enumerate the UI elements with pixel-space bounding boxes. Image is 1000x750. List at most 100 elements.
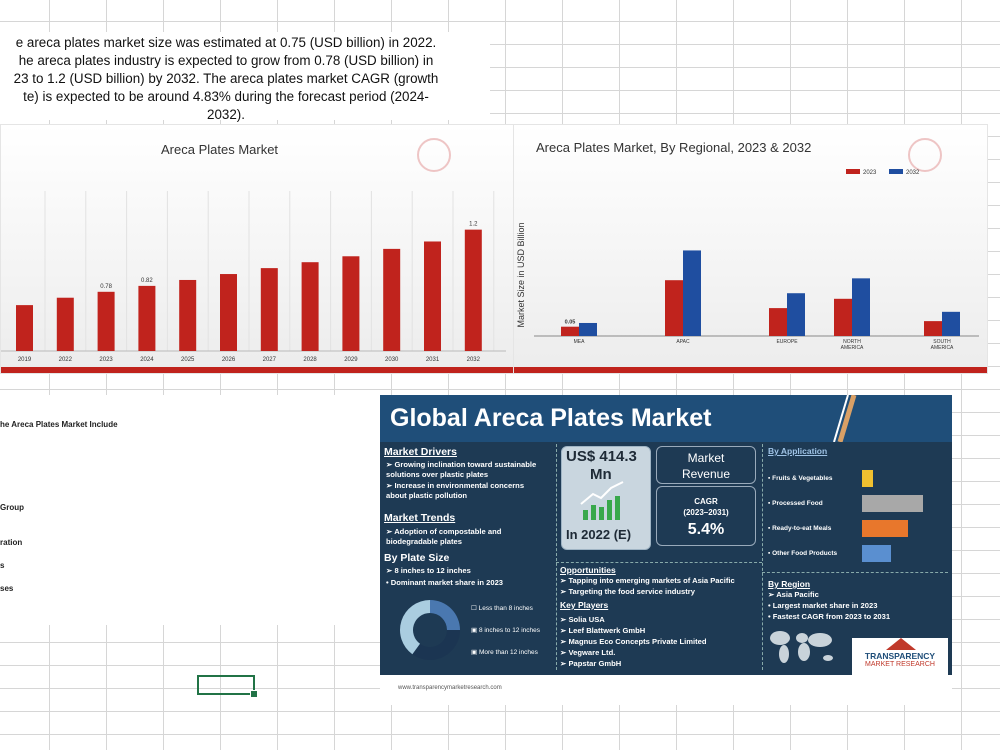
donut-slice bbox=[400, 600, 430, 655]
region-item: ➢ Asia Pacific bbox=[768, 590, 819, 599]
x-tick-label: NORTH AMERICA bbox=[841, 339, 864, 351]
bar bbox=[342, 256, 360, 351]
driver-item: about plastic pollution bbox=[386, 491, 467, 500]
key-player-item: ➢ Papstar GmbH bbox=[560, 659, 622, 668]
bar bbox=[97, 291, 115, 351]
chart-title: Areca Plates Market, By Regional, 2023 &… bbox=[536, 140, 812, 155]
revenue-label: Market bbox=[687, 451, 725, 465]
bar bbox=[665, 280, 683, 336]
cagr-value: 5.4% bbox=[687, 521, 725, 538]
bar bbox=[383, 248, 401, 351]
application-bar bbox=[862, 470, 873, 487]
x-tick-label: 2022 bbox=[59, 357, 73, 363]
y-axis-label: Market Size in USD Billion bbox=[516, 222, 526, 327]
x-tick-label: MEA bbox=[574, 339, 586, 345]
trend-item: ➢ Adoption of compostable and bbox=[386, 527, 502, 536]
application-label: ▪ Fruits & Vegetables bbox=[768, 475, 833, 482]
revenue-year: In 2022 (E) bbox=[566, 527, 632, 542]
world-map-icon bbox=[770, 631, 833, 663]
x-tick-label: 2028 bbox=[303, 357, 317, 363]
legend-label: 2032 bbox=[906, 170, 920, 176]
revenue-box bbox=[561, 446, 651, 550]
bar bbox=[579, 322, 597, 336]
brand-logo-icon bbox=[886, 638, 916, 650]
divider bbox=[762, 572, 948, 573]
driver-item: solutions over plastic plates bbox=[386, 470, 489, 479]
revenue-value: US$ 414.3 bbox=[566, 448, 637, 465]
infographic-title: Global Areca Plates Market bbox=[390, 404, 712, 432]
bar bbox=[683, 250, 701, 336]
x-tick-label: 2026 bbox=[222, 357, 236, 363]
legend-swatch bbox=[846, 169, 860, 174]
driver-item: ➢ Increase in environmental concerns bbox=[386, 481, 525, 490]
infographic-image[interactable]: Global Areca Plates Market Market Driver… bbox=[380, 395, 952, 705]
key-player-item: ➢ Solia USA bbox=[560, 615, 605, 624]
application-bar bbox=[862, 495, 923, 512]
key-player-item: ➢ Vegware Ltd. bbox=[560, 648, 616, 657]
chart-title: Areca Plates Market bbox=[161, 142, 279, 157]
divider bbox=[556, 444, 557, 670]
application-heading: By Application bbox=[768, 446, 828, 456]
brand-block: TRANSPARENCY MARKET RESEARCH bbox=[852, 638, 948, 678]
donut-slice bbox=[430, 600, 460, 630]
region-heading: By Region bbox=[768, 579, 811, 589]
source-url: www.transparencymarketresearch.com bbox=[398, 685, 502, 691]
selected-cell[interactable] bbox=[197, 675, 258, 698]
market-bar-chart-image[interactable]: Areca Plates Market 2019 2022 2023 0.78 2024… bbox=[0, 124, 514, 374]
bar bbox=[260, 268, 278, 351]
infographic-body: Market Drivers ➢ Growing inclination tow… bbox=[380, 442, 952, 678]
chart-bottom-stripe bbox=[1, 367, 513, 373]
growth-chart-icon bbox=[580, 481, 624, 520]
chart-bottom-stripe bbox=[514, 367, 987, 373]
x-tick-label: 2029 bbox=[344, 357, 358, 363]
player-item: Group bbox=[0, 503, 24, 512]
description-line: 23 to 1.2 (USD billion) by 2032. The are… bbox=[13, 71, 439, 86]
bar bbox=[179, 279, 197, 351]
drivers-heading: Market Drivers bbox=[384, 446, 457, 458]
divider bbox=[556, 562, 762, 563]
divider bbox=[762, 444, 763, 670]
region-item: • Fastest CAGR from 2023 to 2031 bbox=[768, 612, 891, 621]
x-tick-label: 2032 bbox=[467, 357, 481, 363]
opportunity-item: ➢ Tapping into emerging markets of Asia … bbox=[560, 576, 735, 585]
application-bar bbox=[862, 545, 891, 562]
watermark-logo-icon bbox=[417, 138, 451, 172]
description-line: he areca plates industry is expected to … bbox=[18, 53, 434, 68]
key-player-item: ➢ Magnus Eco Concepts Private Limited bbox=[560, 637, 707, 646]
data-label: 1.2 bbox=[469, 222, 478, 228]
bar bbox=[301, 262, 319, 351]
bar bbox=[834, 298, 852, 336]
application-label: ▪ Other Food Products bbox=[768, 550, 838, 557]
application-bar bbox=[862, 520, 908, 537]
brand-name: TRANSPARENCY bbox=[864, 651, 936, 661]
x-tick-label: 2031 bbox=[426, 357, 440, 363]
bar bbox=[561, 326, 579, 336]
bar bbox=[220, 274, 237, 351]
opportunity-item: ➢ Targeting the food service industry bbox=[560, 587, 695, 596]
plate-size-donut-chart bbox=[400, 600, 460, 660]
bar bbox=[464, 229, 482, 351]
plate-size-heading: By Plate Size bbox=[384, 552, 450, 564]
description-text: e areca plates market size was estimated… bbox=[0, 32, 490, 122]
players-heading: he Areca Plates Market Include bbox=[0, 420, 118, 429]
cagr-period: (2023–2031) bbox=[683, 508, 729, 517]
x-tick-label: 2019 bbox=[18, 357, 32, 363]
x-tick-label: APAC bbox=[676, 339, 690, 345]
regional-bar-chart-image[interactable]: Areca Plates Market, By Regional, 2023 &… bbox=[513, 124, 988, 374]
cagr-box bbox=[656, 486, 756, 546]
application-label: ▪ Ready-to-eat Meals bbox=[768, 525, 832, 532]
chart-plot: 2019 2022 2023 0.78 2024 0.82 2025 2026 2027 2028… bbox=[1, 191, 506, 363]
x-tick-label: 2025 bbox=[181, 357, 195, 363]
chart-plot: Market Size in USD Billion MEA 0.05 APAC EUR… bbox=[516, 169, 979, 351]
x-tick-label: 2030 bbox=[385, 357, 399, 363]
bar bbox=[138, 285, 156, 351]
legend-label: 2023 bbox=[863, 170, 877, 176]
bar bbox=[16, 305, 33, 351]
key-players-heading: Key Players bbox=[560, 600, 609, 610]
cagr-label: CAGR bbox=[694, 497, 718, 506]
key-player-item: ➢ Leef Blattwerk GmbH bbox=[560, 626, 646, 635]
revenue-label: Revenue bbox=[681, 467, 731, 481]
x-tick-label: 2024 bbox=[140, 357, 154, 363]
key-players-list: he Areca Plates Market Include Group rat… bbox=[0, 395, 380, 625]
donut-legend-item: ▣ 8 inches to 12 inches bbox=[471, 627, 541, 634]
